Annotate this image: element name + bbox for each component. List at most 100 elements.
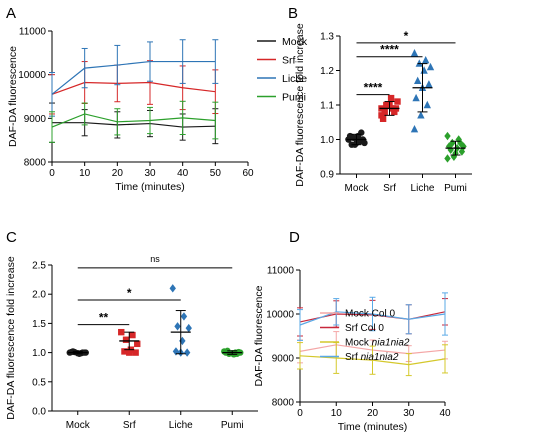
legend-label: Liche	[282, 73, 307, 85]
legend-label: Srf Col 0	[345, 323, 384, 334]
x-tick-label: Pumi	[444, 183, 467, 194]
legend-label: Srf	[282, 55, 296, 67]
y-axis-label: DAF-DA fluorescence fold increase	[5, 256, 17, 420]
data-point	[180, 312, 188, 321]
legend-label-text: Srf Col 0	[345, 323, 384, 334]
data-point	[378, 112, 385, 119]
significance-label: ****	[380, 43, 399, 57]
x-tick-label: Srf	[123, 420, 136, 431]
x-tick-label: 30	[144, 168, 156, 179]
y-tick-label: 0.9	[320, 170, 334, 181]
significance-label: ****	[364, 81, 383, 95]
x-tick-label: Srf	[383, 183, 396, 194]
data-point	[391, 108, 398, 116]
y-tick-label: 1.0	[320, 135, 334, 146]
data-point	[412, 93, 420, 102]
y-tick-label: 8000	[24, 158, 47, 169]
legend-label-text: Mock	[345, 338, 372, 349]
panel-letter: B	[288, 5, 298, 22]
data-point	[358, 129, 365, 136]
y-tick-label: 10000	[18, 70, 46, 81]
series-srf	[49, 60, 219, 115]
data-point	[387, 94, 395, 102]
series-liche	[49, 39, 219, 117]
data-point	[134, 340, 141, 348]
legend-label-text: Srf	[345, 352, 361, 363]
panel-c: C 0.0 0.5 1.0 1.5 2.0 2.5 Mock Srf Liche Pumi DAF-D…	[5, 229, 258, 431]
x-tick-label: 40	[439, 408, 451, 419]
data-point	[132, 349, 139, 356]
x-tick-label: 10	[331, 408, 343, 419]
y-tick-label: 1.5	[32, 319, 46, 330]
series-line	[51, 113, 216, 128]
data-point	[444, 154, 451, 163]
legend-label: Mock	[282, 36, 308, 48]
data-point	[169, 284, 176, 293]
series-line	[51, 81, 216, 95]
y-tick-label: 0.0	[32, 407, 46, 418]
data-point	[381, 108, 388, 116]
significance-label: **	[99, 311, 109, 325]
legend-label-italic: nia1nia2	[361, 352, 399, 363]
data-point	[379, 115, 387, 122]
y-axis-label: DAF-DA fluorescence	[253, 285, 265, 386]
data-point	[444, 131, 451, 141]
data-point	[420, 66, 428, 74]
data-point	[426, 62, 435, 71]
group-pumi	[444, 131, 467, 163]
y-tick-label: 9000	[24, 114, 47, 125]
data-point	[126, 349, 133, 356]
x-tick-label: 20	[112, 168, 124, 179]
panel-letter: C	[6, 229, 17, 246]
data-point	[422, 55, 430, 64]
group-liche	[410, 49, 435, 133]
data-point	[458, 147, 466, 156]
data-point	[414, 76, 422, 85]
significance-label: ns	[150, 254, 160, 264]
y-tick-label: 9000	[272, 354, 295, 365]
group-srf	[118, 328, 141, 356]
y-tick-label: 1.3	[320, 32, 334, 43]
y-tick-label: 1.0	[32, 348, 46, 359]
data-point	[183, 348, 191, 357]
panel-letter: D	[289, 229, 300, 246]
data-point	[423, 100, 431, 109]
data-point	[384, 101, 392, 109]
series-mock-nia1nia2	[297, 342, 448, 377]
significance-label: *	[404, 29, 409, 43]
legend: Mock Srf Liche Pumi	[257, 36, 308, 104]
x-tick-label: Mock	[345, 183, 370, 194]
y-tick-label: 1.1	[320, 101, 334, 112]
y-axis-label: DAF-DA fluorescence	[7, 46, 19, 147]
legend-label: Pumi	[282, 92, 306, 104]
x-tick-label: 10	[79, 168, 91, 179]
data-point	[129, 331, 136, 339]
series-mock	[49, 102, 219, 145]
x-tick-label: Liche	[169, 420, 193, 431]
group-mock	[345, 129, 368, 148]
group-pumi	[221, 347, 244, 358]
data-point	[417, 111, 425, 119]
x-tick-label: 30	[403, 408, 415, 419]
data-point	[185, 323, 192, 333]
data-point	[410, 124, 419, 133]
data-point	[118, 328, 125, 336]
data-point	[122, 336, 130, 343]
legend-label: Mock Col 0	[345, 309, 395, 320]
data-point	[172, 347, 180, 356]
data-point	[394, 98, 401, 105]
x-tick-label: Pumi	[221, 420, 244, 431]
panel-b: B 0.9 1.0 1.1 1.2 1.3 Mock Srf Liche Pumi DAF-DA f…	[288, 5, 472, 194]
legend-label: Srf nia1nia2	[345, 352, 399, 363]
legend-label: Mock nia1nia2	[345, 338, 410, 349]
x-axis-label: Time (minutes)	[338, 421, 408, 433]
y-tick-label: 10000	[266, 310, 294, 321]
legend-label-text: Mock Col 0	[345, 309, 395, 320]
x-axis-label: Time (minutes)	[115, 181, 185, 193]
data-point	[425, 80, 433, 88]
group-mock	[66, 348, 89, 357]
group-srf	[378, 94, 401, 122]
x-tick-label: 50	[210, 168, 222, 179]
